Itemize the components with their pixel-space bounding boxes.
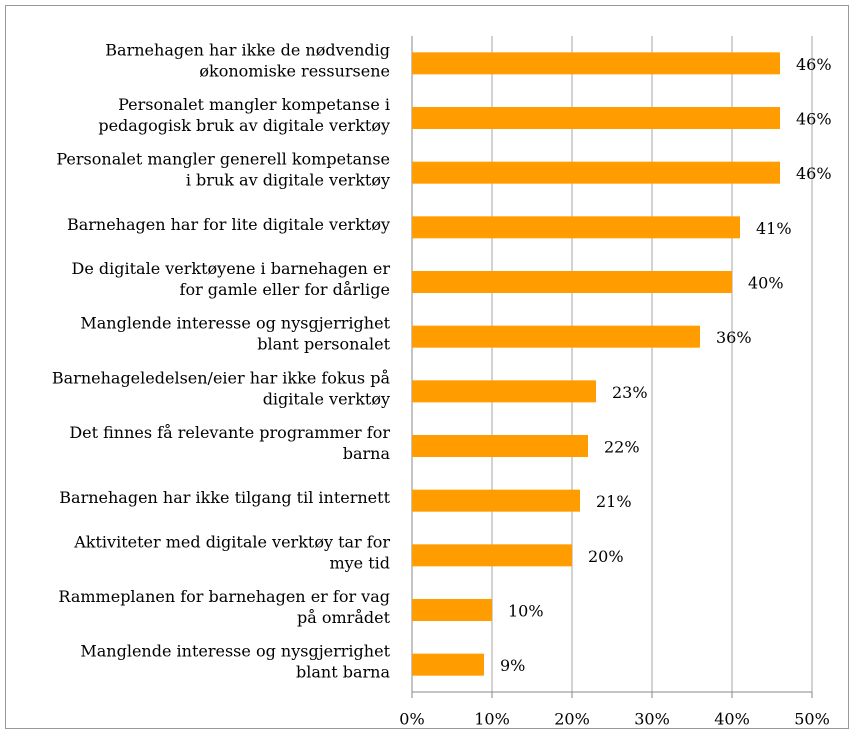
bar: [412, 52, 780, 75]
bar: [412, 653, 484, 676]
value-label: 46%: [796, 164, 832, 183]
y-tick-label: Rammeplanen for barnehagen er for vag: [58, 587, 390, 606]
y-tick-label: Personalet mangler kompetanse i: [118, 95, 390, 114]
y-tick-label: Manglende interesse og nysgjerrighet: [80, 642, 390, 661]
x-tick-label: 10%: [474, 710, 510, 729]
x-tick-label: 50%: [794, 710, 830, 729]
y-tick-label: Aktiviteter med digitale verktøy tar for: [73, 532, 390, 551]
value-label: 46%: [796, 110, 832, 129]
bar: [412, 599, 492, 621]
y-tick-label: for gamle eller for dårlige: [180, 280, 390, 299]
value-label: 46%: [796, 55, 832, 74]
value-label: 20%: [588, 547, 624, 566]
value-label: 36%: [716, 328, 752, 347]
chart-frame: [5, 5, 849, 729]
x-tick-label: 30%: [634, 710, 670, 729]
y-tick-label: pedagogisk bruk av digitale verktøy: [98, 116, 390, 135]
x-tick-label: 20%: [554, 710, 590, 729]
value-label: 9%: [500, 656, 525, 675]
y-tick-label: økonomiske ressursene: [199, 61, 390, 80]
y-tick-label: Barnehagen har ikke de nødvendig: [105, 40, 390, 59]
bar: [412, 161, 780, 184]
bar: [412, 216, 740, 239]
y-tick-label: Det finnes få relevante programmer for: [69, 423, 390, 442]
bar: [412, 107, 780, 129]
y-tick-label: blant personalet: [257, 335, 390, 354]
y-tick-label: Personalet mangler generell kompetanse: [56, 150, 390, 169]
value-label: 41%: [756, 219, 792, 238]
value-label: 10%: [508, 602, 544, 621]
bar: [412, 325, 700, 348]
value-label: 22%: [604, 438, 640, 457]
y-tick-label: Manglende interesse og nysgjerrighet: [80, 314, 390, 333]
bar: [412, 271, 732, 293]
x-tick-label: 0%: [399, 710, 424, 729]
y-tick-label: mye tid: [329, 553, 390, 572]
y-tick-label: Barnehagen har for lite digitale verktøy: [67, 215, 390, 234]
y-tick-label: i bruk av digitale verktøy: [186, 171, 390, 190]
bar: [412, 380, 596, 403]
y-tick-label: Barnehageledelsen/eier har ikke fokus på: [52, 368, 391, 387]
bar: [412, 489, 580, 512]
y-tick-label: De digitale verktøyene i barnehagen er: [72, 259, 391, 278]
y-tick-label: barna: [343, 444, 391, 463]
y-tick-label: digitale verktøy: [263, 389, 390, 408]
y-tick-label: på området: [297, 608, 391, 627]
y-tick-label: Barnehagen har ikke tilgang til internet…: [59, 488, 390, 507]
value-label: 21%: [596, 492, 632, 511]
bar: [412, 435, 588, 457]
y-tick-label: blant barna: [296, 663, 390, 682]
value-label: 23%: [612, 383, 648, 402]
value-label: 40%: [748, 274, 784, 293]
bar: [412, 544, 572, 567]
x-tick-label: 40%: [714, 710, 750, 729]
